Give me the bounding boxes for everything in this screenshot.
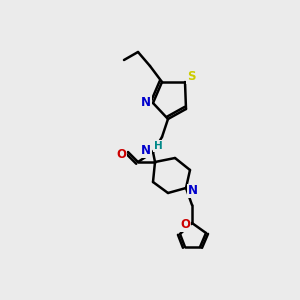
- Text: O: O: [116, 148, 126, 160]
- Text: S: S: [187, 70, 195, 83]
- Text: N: N: [188, 184, 198, 197]
- Text: N: N: [141, 95, 151, 109]
- Text: O: O: [180, 218, 190, 232]
- Text: N: N: [141, 145, 151, 158]
- Text: H: H: [154, 141, 162, 151]
